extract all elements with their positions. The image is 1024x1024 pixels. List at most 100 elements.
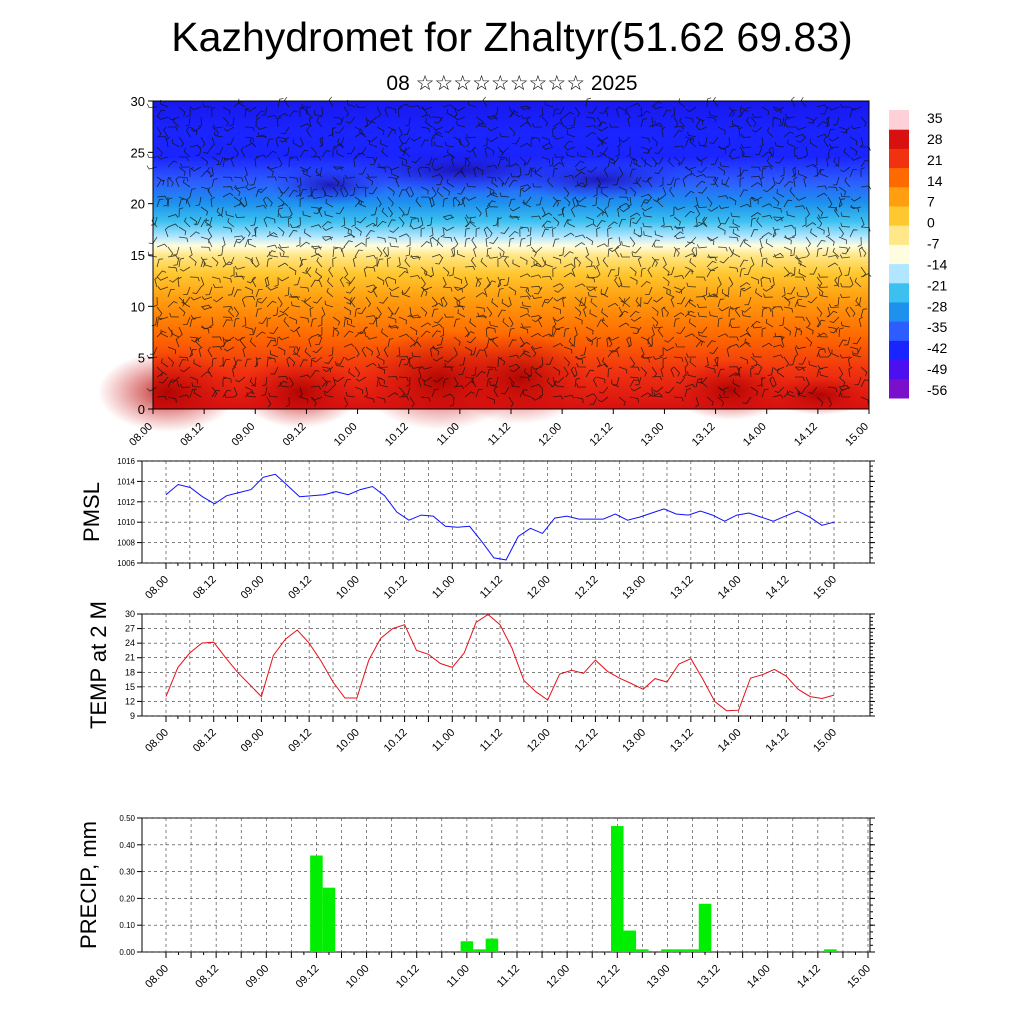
wind-barb [653, 392, 664, 398]
wind-barb [794, 328, 801, 338]
wind-barb [475, 278, 482, 288]
wind-barb [860, 396, 869, 405]
wind-barb [415, 197, 422, 208]
wind-barb [189, 276, 200, 282]
x-tick-label: 13.00 [620, 574, 648, 602]
wind-barb [783, 131, 794, 138]
wind-barb [346, 296, 356, 305]
wind-barb [299, 189, 307, 198]
wind-barb [418, 366, 423, 378]
wind-barb [734, 306, 741, 318]
wind-barb [776, 189, 785, 198]
panel-frame [141, 817, 871, 953]
wind-barb [465, 196, 477, 201]
wind-barb [336, 116, 345, 125]
wind-barb [227, 286, 235, 296]
wind-barb [732, 229, 741, 238]
wind-barb [256, 126, 268, 130]
wind-barb [398, 206, 405, 217]
wind-barb [213, 131, 224, 138]
wind-barb [332, 376, 336, 388]
wind-barb [596, 376, 606, 384]
wind-barb [418, 376, 422, 388]
wind-barb [266, 244, 278, 249]
wind-barb [530, 262, 542, 268]
wind-barb [311, 245, 323, 250]
wind-barb [154, 276, 159, 288]
wind-barb [632, 216, 642, 224]
x-tick-label: 13.12 [668, 574, 696, 602]
wind-barb [772, 354, 784, 359]
wind-barb [420, 266, 428, 277]
wind-barb [341, 216, 346, 228]
wind-barb [784, 235, 796, 240]
wind-barb [146, 354, 158, 359]
wind-barb [557, 206, 565, 216]
wind-barb [838, 339, 847, 348]
wind-barb [343, 317, 350, 328]
wind-barb [849, 276, 854, 288]
wind-barb [517, 166, 522, 178]
wind-barb [552, 127, 557, 138]
wind-barb [387, 196, 394, 207]
wind-barb [395, 176, 400, 188]
y-axis-title: PMSL [79, 482, 104, 542]
wind-barb [200, 136, 206, 148]
wind-barb [178, 359, 187, 368]
wind-barb [532, 123, 543, 128]
heatmap-warm-core [770, 375, 870, 415]
wind-barb [261, 376, 268, 387]
wind-barb [387, 316, 397, 324]
wind-barb [827, 310, 838, 318]
wind-barb [674, 206, 686, 211]
wind-barb [739, 282, 751, 288]
wind-barb [376, 106, 382, 118]
x-tick-label: 11.12 [495, 963, 522, 990]
wind-barb [808, 360, 818, 368]
x-tick-label: 15.00 [845, 963, 873, 991]
y-tick-label: 30 [125, 609, 135, 619]
wind-barb [759, 236, 764, 248]
wind-barb [431, 388, 439, 398]
x-tick-label: 08.12 [191, 574, 219, 602]
wind-barb [461, 196, 466, 208]
wind-barb [669, 186, 675, 198]
wind-barb [805, 222, 817, 228]
wind-barb [706, 260, 717, 268]
wind-barb [697, 166, 708, 173]
wind-barb [714, 356, 719, 368]
wind-barb [211, 107, 216, 118]
wind-barb [147, 251, 158, 258]
wind-barb [616, 236, 622, 248]
wind-barb [724, 286, 730, 297]
wind-barb [365, 156, 376, 162]
wind-barb [267, 165, 279, 170]
wind-barb [684, 270, 694, 278]
wind-barb [185, 116, 191, 127]
wind-barb [697, 312, 708, 318]
bar [661, 949, 674, 952]
wind-barb [193, 216, 202, 225]
x-tick-label: 10.00 [344, 963, 372, 991]
wind-barb [691, 246, 697, 258]
wind-barb [244, 107, 250, 118]
wind-barb [741, 133, 752, 138]
wind-barb [602, 357, 609, 368]
wind-barb [596, 116, 602, 128]
wind-barb [653, 243, 663, 248]
colorbar-label: 14 [927, 173, 943, 189]
wind-barb [167, 214, 179, 218]
wind-barb [508, 237, 515, 248]
wind-barb [522, 390, 532, 398]
wind-barb [670, 296, 675, 308]
wind-barb [420, 139, 429, 148]
wind-barb [651, 306, 659, 316]
wind-barb [288, 266, 297, 276]
wind-barb [510, 382, 521, 388]
wind-barb [443, 216, 455, 221]
wind-barb [519, 273, 531, 278]
wind-barb [466, 336, 477, 344]
wind-barb [358, 199, 367, 208]
wind-barb [420, 330, 431, 338]
